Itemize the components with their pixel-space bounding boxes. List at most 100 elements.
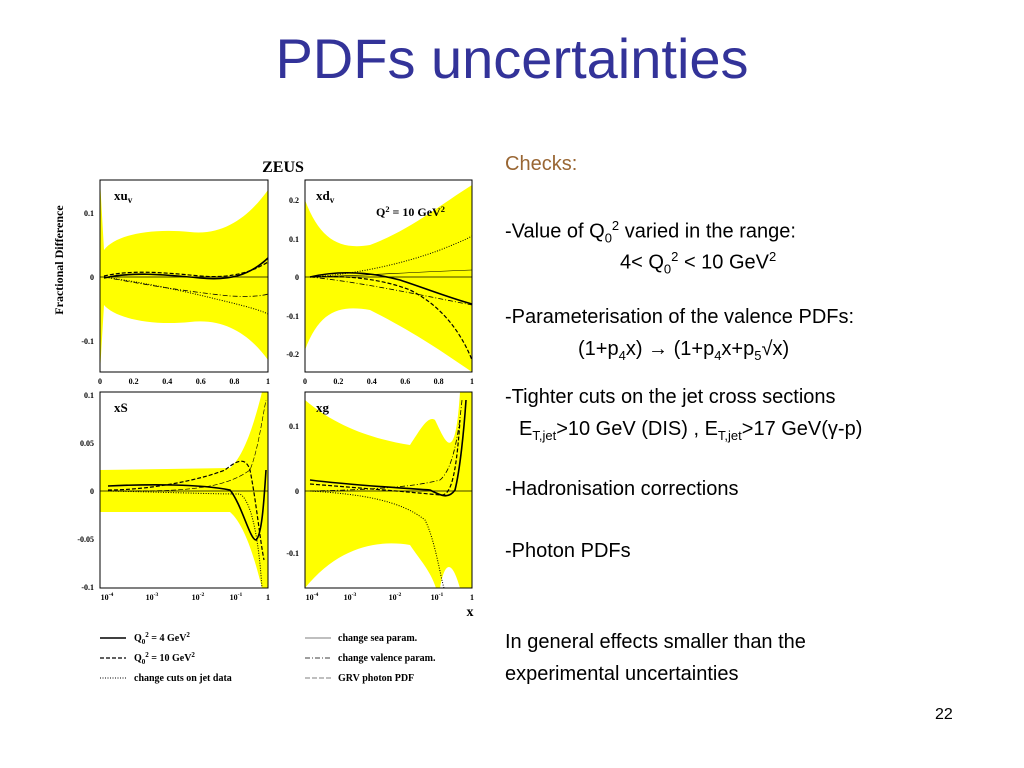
checks-heading: Checks: (505, 153, 578, 175)
panel-label-part: v (128, 195, 133, 205)
text-part: -Parameterisation of the valence PDFs: (505, 306, 855, 328)
y-tick-label: 0.1 (84, 209, 94, 218)
x-tick-label-part: 0.8 (434, 377, 444, 386)
y-tick-label: 0.1 (289, 422, 299, 431)
legend-entry: Q02 = 10 GeV2 (134, 651, 195, 666)
text-part: -Tighter cuts on the jet cross sections (505, 386, 836, 408)
text-part: -Hadronisation corrections (505, 478, 739, 500)
x-tick-label-part: -3 (154, 592, 159, 598)
legend-entry-part: Q (134, 633, 142, 644)
x-tick-label-part: 1 (266, 593, 270, 602)
panel-label-part: xS (114, 400, 128, 415)
x-tick-label: 0.8 (229, 377, 239, 386)
page-number: 22 (935, 706, 953, 723)
curve (309, 399, 463, 492)
x-tick-label-part: 0.8 (229, 377, 239, 386)
text-part: 4< Q (620, 251, 664, 274)
x-tick-label-part: 0.2 (129, 377, 139, 386)
x-tick-label-part: 0.4 (367, 377, 377, 386)
curve (309, 269, 473, 278)
y-tick-label: 0.05 (80, 439, 94, 448)
panel-frame (99, 391, 269, 589)
panel-frame (99, 179, 269, 373)
text-part: x) → (1+p (625, 338, 715, 360)
x-tick-label: 0.2 (333, 377, 343, 386)
x-tick-label-part: 10 (431, 593, 439, 602)
curve (309, 271, 473, 305)
legend-entry-part: 2 (191, 651, 195, 659)
y-tick-label: 0 (90, 273, 94, 282)
legend-entry-part: 0 (142, 638, 146, 646)
panel-label-part: xg (316, 400, 330, 415)
panel-annotation: Q2 = 10 GeV2 (376, 205, 445, 219)
curve (309, 276, 473, 306)
x-tick-label-part: 0 (303, 377, 307, 386)
x-tick-label: 10-4 (101, 592, 114, 602)
y-tick-label: 0 (90, 487, 94, 496)
curve (107, 490, 263, 589)
text-part: T,jet (717, 428, 742, 443)
x-tick-label-part: 1 (470, 593, 474, 602)
text-part: (1+p (578, 338, 619, 360)
x-tick-label-part: 10 (192, 593, 200, 602)
x-tick-label-part: -3 (352, 592, 357, 598)
text-part: >10 GeV (DIS) , E (556, 418, 718, 440)
legend-entry-part: 2 (145, 631, 149, 639)
legend-entry-part: change valence param. (338, 653, 436, 664)
curve (107, 460, 265, 561)
text-part: experimental uncertainties (505, 663, 739, 685)
curve (103, 261, 269, 278)
text-part: E (519, 418, 533, 440)
curve (309, 419, 461, 496)
y-tick-label: -0.1 (286, 549, 299, 558)
text-part: 2 (671, 249, 679, 264)
x-tick-label-part: -2 (397, 592, 402, 598)
text-part: varied in the range: (619, 220, 796, 243)
x-tick-label-part: 10 (230, 593, 238, 602)
curve (107, 469, 267, 541)
legend-entry: GRV photon PDF (338, 673, 414, 684)
uncertainty-band (100, 392, 268, 588)
legend-entry: change cuts on jet data (134, 673, 232, 684)
x-tick-label-part: -1 (439, 592, 444, 598)
x-tick-label-part: 0.2 (333, 377, 343, 386)
text-part: In general effects smaller than the (505, 631, 806, 653)
panel-annotation-part: = 10 GeV (390, 205, 441, 219)
text-part: -Value of Q (505, 220, 605, 243)
y-tick-label: -0.1 (81, 337, 94, 346)
x-tick-label-part: 10 (389, 593, 397, 602)
x-tick-label: 10-1 (230, 592, 243, 602)
x-tick-label-part: -1 (238, 592, 243, 598)
text-part: < 10 GeV (678, 251, 770, 274)
legend-entry-part: change sea param. (338, 633, 418, 644)
legend-entry: Q02 = 4 GeV2 (134, 631, 190, 646)
panel-xg (304, 391, 473, 589)
x-tick-label: 10-2 (389, 592, 402, 602)
x-tick-label: 0.6 (400, 377, 410, 386)
x-tick-label-part: -4 (314, 592, 319, 598)
text-part: >17 GeV(γ-p) (741, 418, 863, 440)
x-tick-label-part: 1 (266, 377, 270, 386)
panel-label-part: v (330, 195, 335, 205)
x-tick-label-part: 10 (306, 593, 314, 602)
y-tick-label: -0.2 (286, 350, 299, 359)
x-tick-label: 0.6 (196, 377, 206, 386)
panel-frame (304, 391, 473, 589)
x-tick-label: 10-3 (344, 592, 357, 602)
x-tick-label: 0 (303, 377, 307, 386)
panel-label: xuv (114, 188, 133, 205)
panel-label: xS (114, 400, 128, 415)
panel-label-part: xu (114, 188, 128, 203)
curve (309, 235, 473, 278)
x-tick-label: 0.8 (434, 377, 444, 386)
legend-entry: change sea param. (338, 633, 418, 644)
panel-xs (99, 391, 269, 589)
legend-entry-part: Q (134, 653, 142, 664)
x-tick-label-part: 0.6 (196, 377, 206, 386)
x-tick-label-part: 10 (344, 593, 352, 602)
text-part: 2 (611, 218, 620, 233)
x-tick-label: 1 (266, 377, 270, 386)
panel-annotation-part: 2 (441, 205, 445, 214)
